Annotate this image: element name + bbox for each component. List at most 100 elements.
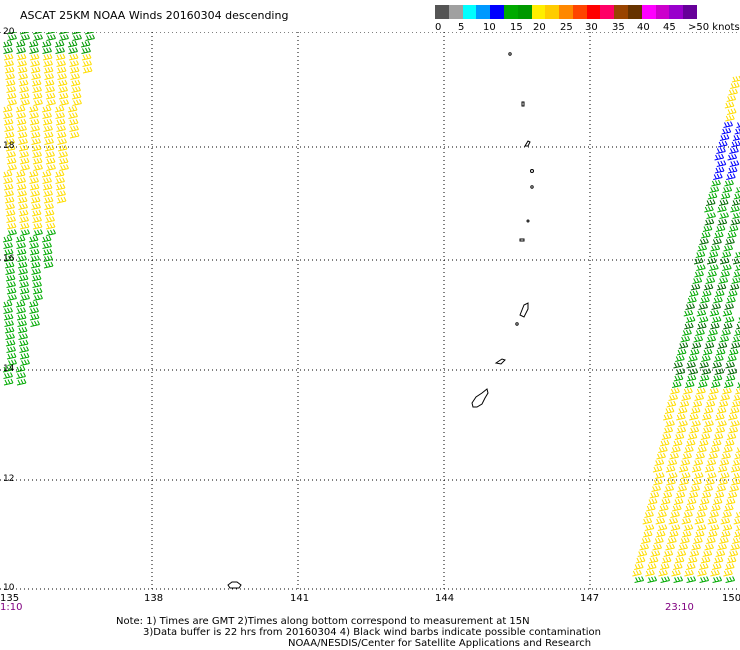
wind-barb: [728, 348, 739, 356]
wind-barb: [58, 32, 69, 35]
lat-label-12: 12: [3, 474, 15, 484]
wind-barb: [663, 413, 673, 421]
wind-barb: [58, 86, 68, 93]
wind-barb: [707, 192, 718, 200]
wind-barb: [712, 374, 723, 382]
wind-barb: [71, 86, 81, 93]
legend-label-20: 20: [533, 22, 546, 33]
legend-swatch: [435, 5, 450, 19]
legend-label-5: 5: [458, 22, 465, 33]
wind-barb: [710, 446, 720, 453]
wind-barb: [687, 296, 697, 304]
wind-barb: [688, 491, 699, 499]
wind-barb: [46, 34, 56, 41]
legend-label-25: 25: [560, 22, 573, 33]
wind-barb: [635, 556, 646, 564]
wind-barb: [726, 433, 737, 440]
wind-barb: [3, 112, 13, 119]
wind-barb: [736, 447, 740, 453]
wind-barb: [41, 235, 52, 243]
wind-barb: [41, 40, 52, 48]
wind-barbs-left-swath: [2, 32, 95, 386]
wind-barb: [5, 209, 16, 217]
wind-barb: [729, 283, 740, 291]
wind-barb: [699, 498, 710, 505]
wind-barb: [681, 517, 692, 525]
wind-barb: [699, 563, 709, 570]
wind-barb: [699, 361, 709, 369]
wind-barb: [664, 407, 675, 414]
wind-barb: [723, 569, 733, 577]
wind-barb: [19, 92, 30, 100]
wind-barb: [68, 47, 78, 54]
wind-barb: [708, 251, 719, 258]
wind-barb: [734, 329, 740, 336]
pass-time-right: 23:10: [665, 602, 694, 613]
wind-barb: [59, 164, 69, 171]
wind-barb: [730, 205, 740, 213]
wind-barb: [46, 229, 56, 236]
wind-barb: [694, 472, 704, 479]
wind-barb: [717, 420, 727, 427]
wind-barb: [690, 283, 701, 291]
wind-barb: [676, 348, 687, 356]
wind-barb: [43, 66, 54, 74]
wind-barb: [17, 60, 27, 67]
wind-barb: [29, 242, 39, 249]
wind-barb: [31, 209, 42, 217]
wind-barb: [699, 576, 710, 583]
wind-barb: [2, 235, 13, 243]
wind-barb: [6, 157, 17, 165]
wind-barb: [729, 147, 739, 154]
note-line-2: 3)Data buffer is 22 hrs from 20160304 4)…: [143, 627, 601, 638]
legend-swatch: [531, 5, 546, 19]
wind-barb: [663, 426, 674, 434]
wind-barb: [18, 79, 29, 87]
wind-barb: [730, 465, 740, 473]
legend-swatch: [641, 5, 657, 19]
wind-barb: [718, 277, 729, 284]
wind-barb: [700, 556, 711, 564]
wind-barb: [681, 530, 692, 538]
wind-barb: [670, 387, 680, 395]
wind-barb: [6, 216, 16, 223]
wind-barb: [704, 218, 715, 226]
wind-barb: [3, 313, 14, 321]
wind-barb: [5, 144, 16, 152]
wind-barb: [19, 281, 29, 288]
wind-barb: [58, 157, 69, 165]
wind-barb: [702, 413, 712, 421]
wind-barb: [5, 333, 15, 340]
wind-barb: [720, 472, 730, 479]
wind-barb: [657, 511, 667, 518]
wind-barb: [665, 465, 676, 473]
wind-barb: [16, 177, 26, 184]
wind-barb: [634, 576, 645, 583]
wind-barb: [18, 274, 29, 282]
wind-barb: [67, 40, 78, 48]
wind-barb: [731, 199, 740, 206]
wind-barb: [717, 205, 727, 213]
wind-barb: [724, 439, 735, 447]
wind-barb: [723, 244, 734, 252]
wind-barb: [703, 407, 714, 414]
wind-barb: [43, 196, 54, 204]
wind-barb: [658, 569, 668, 577]
wind-barb: [726, 108, 737, 115]
wind-barb: [639, 543, 649, 551]
wind-barb: [30, 131, 41, 139]
wind-barb: [655, 472, 665, 479]
wind-barb: [84, 32, 95, 35]
wind-barb: [691, 465, 702, 473]
wind-barb: [19, 222, 30, 230]
wind-barb: [722, 309, 733, 317]
wind-barb: [32, 216, 42, 223]
wind-barb: [43, 261, 54, 269]
legend-label-45: 45: [663, 22, 676, 33]
wind-barb: [29, 248, 40, 256]
wind-barb: [56, 196, 67, 204]
wind-barb: [16, 112, 26, 119]
wind-barb: [32, 157, 43, 165]
wind-barb: [42, 53, 53, 61]
wind-barb: [30, 66, 41, 74]
